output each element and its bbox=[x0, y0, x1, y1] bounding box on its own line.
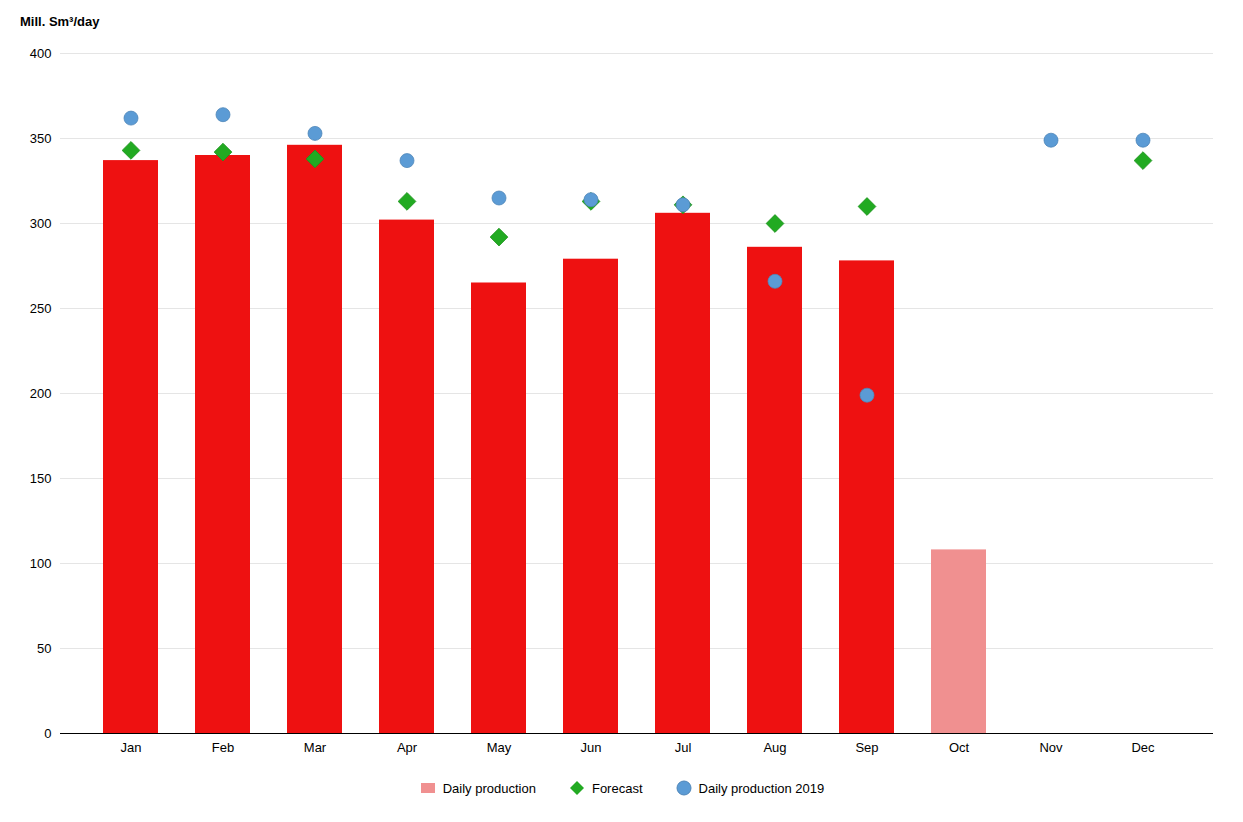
svg-text:Jul: Jul bbox=[675, 740, 692, 755]
svg-text:350: 350 bbox=[30, 131, 52, 146]
html-text:Daily production 2019: Daily production 2019 bbox=[698, 780, 825, 796]
svg-text:Nov: Nov bbox=[1039, 740, 1063, 755]
svg-text:Aug: Aug bbox=[763, 740, 786, 755]
svg-text:250: 250 bbox=[30, 301, 52, 316]
html-text:Forecast: Forecast bbox=[591, 780, 643, 796]
svg-text:Jun: Jun bbox=[581, 740, 602, 755]
svg-text:Jan: Jan bbox=[121, 740, 142, 755]
svg-text:Dec: Dec bbox=[1131, 740, 1155, 755]
svg-text:May: May bbox=[487, 740, 512, 755]
svg-text:300: 300 bbox=[30, 216, 52, 231]
svg-text:Sep: Sep bbox=[855, 740, 878, 755]
html-text:Daily production: Daily production bbox=[442, 780, 536, 796]
svg-text:Mar: Mar bbox=[304, 740, 327, 755]
svg-text:150: 150 bbox=[30, 471, 52, 486]
svg-text:Apr: Apr bbox=[397, 740, 418, 755]
svg-text:100: 100 bbox=[30, 556, 52, 571]
svg-text:50: 50 bbox=[37, 641, 51, 656]
svg-text:Oct: Oct bbox=[949, 740, 970, 755]
svg-text:200: 200 bbox=[30, 386, 52, 401]
svg-text:0: 0 bbox=[44, 726, 51, 741]
svg-text:400: 400 bbox=[30, 46, 52, 61]
html-text:Mill. Sm³/day: Mill. Sm³/day bbox=[20, 14, 100, 29]
svg-text:Feb: Feb bbox=[212, 740, 234, 755]
